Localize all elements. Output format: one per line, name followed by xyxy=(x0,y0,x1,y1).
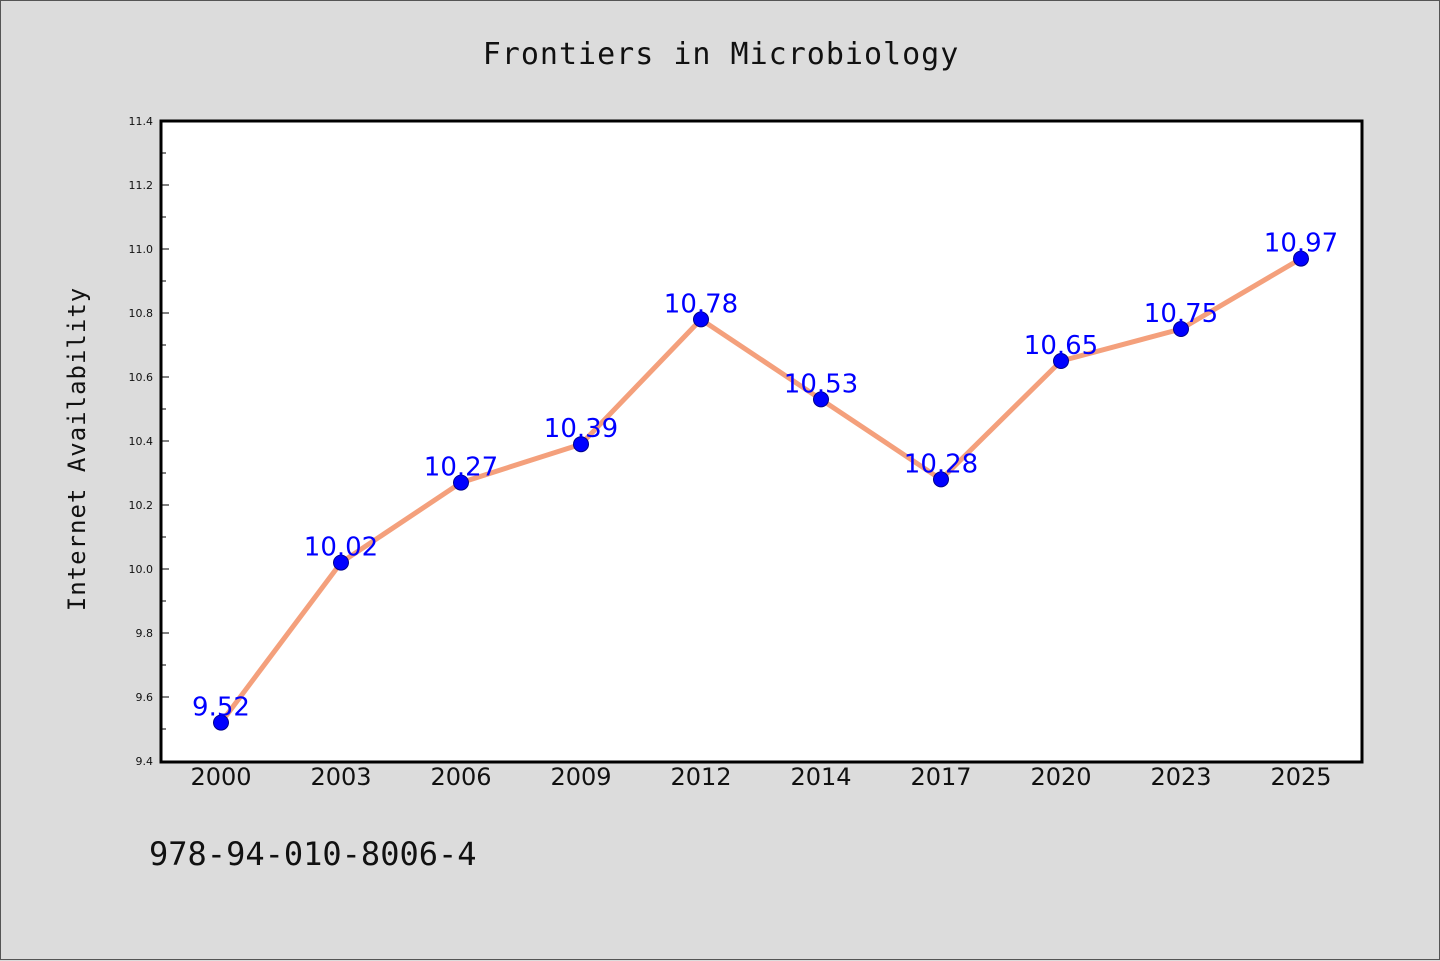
data-point xyxy=(573,436,589,453)
x-tick-label: 2020 xyxy=(1030,763,1091,791)
y-tick-label: 10.2 xyxy=(129,499,154,512)
x-tick-label: 2012 xyxy=(670,763,731,791)
data-point xyxy=(1293,250,1309,267)
y-tick-label: 10.6 xyxy=(129,371,154,384)
x-tick-label: 2017 xyxy=(910,763,971,791)
data-point xyxy=(933,471,949,488)
y-tick-label: 9.4 xyxy=(136,755,154,768)
data-label: 10.39 xyxy=(544,414,618,444)
y-tick-label: 10.0 xyxy=(129,563,154,576)
x-axis: 2000 2003 2006 2009 2012 2014 2017 2020 2023 2025 xyxy=(190,763,1331,791)
series-line xyxy=(218,256,1304,726)
data-point xyxy=(453,474,469,491)
data-label: 10.27 xyxy=(424,453,498,483)
y-tick-label: 11.2 xyxy=(129,179,154,192)
y-axis-label: Internet Availability xyxy=(63,287,91,611)
y-axis: 9.4 9.6 9.8 10.0 10.2 10.4 10.6 10.8 11.0 11.2 11.… xyxy=(129,115,169,768)
data-point xyxy=(1173,321,1189,337)
plot-area xyxy=(159,119,1364,764)
x-tick-label: 2023 xyxy=(1150,763,1211,791)
x-tick-label: 2000 xyxy=(190,763,251,791)
y-tick-label: 10.4 xyxy=(129,435,154,448)
series-layer xyxy=(213,250,1309,731)
data-point xyxy=(333,554,349,571)
data-label: 10.78 xyxy=(664,289,738,319)
y-tick-label: 11.4 xyxy=(129,115,154,128)
data-point xyxy=(213,714,229,731)
footer-isbn: 978-94-010-8006-4 xyxy=(149,835,477,873)
data-label: 10.53 xyxy=(784,369,858,399)
data-label: 10.97 xyxy=(1264,229,1338,259)
x-tick-label: 2003 xyxy=(310,763,371,791)
data-label: 9.52 xyxy=(192,693,250,723)
x-tick-label: 2014 xyxy=(790,763,851,791)
x-tick-label: 2025 xyxy=(1270,763,1331,791)
data-point xyxy=(693,311,709,328)
data-point xyxy=(1053,353,1069,369)
y-tick-label: 10.8 xyxy=(129,307,154,320)
x-tick-label: 2009 xyxy=(550,763,611,791)
data-label: 10.75 xyxy=(1144,299,1218,329)
y-tick-label: 9.8 xyxy=(136,627,154,640)
y-tick-label: 9.6 xyxy=(136,691,154,704)
y-tick-label: 11.0 xyxy=(129,243,154,256)
data-label: 10.02 xyxy=(304,533,378,563)
x-tick-label: 2006 xyxy=(430,763,491,791)
data-labels-layer: 9.52 10.02 10.27 10.39 10.78 10.53 10.28 10.65 1… xyxy=(192,229,1338,723)
chart-title: Frontiers in Microbiology xyxy=(483,37,960,72)
data-point xyxy=(813,391,829,408)
data-label: 10.65 xyxy=(1024,331,1098,361)
data-label: 10.28 xyxy=(904,449,978,479)
